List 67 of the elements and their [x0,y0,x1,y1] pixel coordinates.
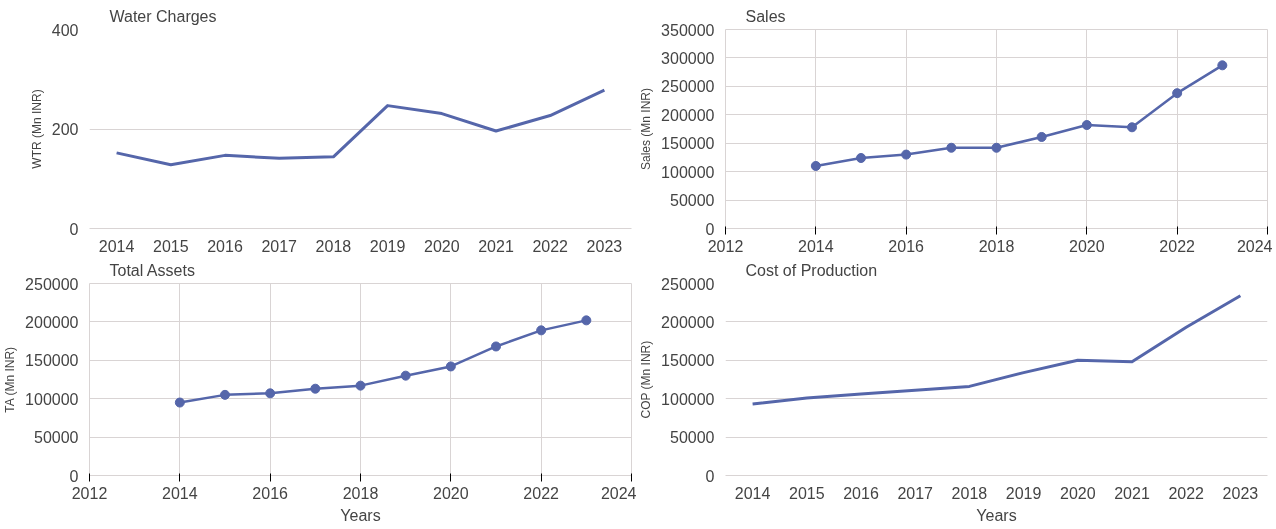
y-tick-label: 150000 [661,352,715,370]
x-tick-label: 2014 [162,484,198,502]
chart-title: Total Assets [109,261,195,279]
x-tick-label: 2015 [153,237,189,255]
y-tick-label: 300000 [661,49,715,67]
y-tick-label: 250000 [661,78,715,96]
chart-title: Sales [745,7,786,25]
x-tick-label: 2020 [1060,484,1096,502]
x-tick-label: 2016 [207,237,243,255]
y-tick-label: 250000 [661,275,715,293]
x-tick-label: 2022 [523,484,560,502]
y-axis-title: COP (Mn INR) [639,340,654,419]
y-tick-label: 0 [69,467,79,485]
x-tick-label: 2012 [707,237,744,255]
x-tick-label: 2021 [1114,484,1150,502]
x-tick-label: 2024 [1236,237,1273,255]
x-tick-label: 2023 [586,237,623,255]
y-axis-title: Sales (Mn INR) [639,87,654,171]
x-tick-label: 2019 [369,237,406,255]
x-tick-label: 2022 [1168,484,1205,502]
chart-title: Cost of Production [745,261,878,279]
x-axis-title: Years [340,506,381,524]
y-tick-label: 200000 [661,106,715,124]
y-tick-label: 400 [51,21,79,39]
x-tick-label: 2014 [734,484,771,502]
y-tick-label: 150000 [661,135,715,153]
x-tick-label: 2020 [433,484,469,502]
x-tick-label: 2016 [888,237,925,255]
x-tick-label: 2017 [897,484,934,502]
y-tick-label: 200000 [661,313,715,331]
x-tick-label: 2018 [315,237,352,255]
x-tick-label: 2016 [252,484,289,502]
y-tick-label: 100000 [661,163,715,181]
y-tick-label: 350000 [661,21,715,39]
y-tick-label: 50000 [34,429,79,447]
y-tick-label: 50000 [670,429,715,447]
x-tick-label: 2012 [71,484,108,502]
x-tick-label: 2018 [342,484,379,502]
y-tick-label: 250000 [25,275,79,293]
x-tick-label: 2022 [1159,237,1196,255]
x-tick-label: 2017 [261,237,298,255]
y-axis-title: TA (Mn INR) [3,346,18,413]
y-tick-label: 200000 [25,313,79,331]
x-tick-label: 2018 [951,484,988,502]
x-tick-label: 2016 [843,484,879,502]
y-tick-label: 50000 [670,192,715,210]
y-tick-label: 200 [51,121,79,138]
x-tick-label: 2021 [478,237,514,255]
x-tick-label: 2019 [1005,484,1042,502]
chart-title: Water Charges [109,7,217,25]
y-tick-label: 150000 [25,352,79,370]
x-tick-label: 2014 [798,237,834,255]
x-tick-label: 2018 [978,237,1015,255]
y-tick-label: 100000 [25,390,79,408]
x-tick-label: 2020 [1069,237,1105,255]
x-tick-label: 2022 [532,237,569,255]
x-tick-label: 2015 [789,484,825,502]
y-tick-label: 0 [705,220,715,238]
x-tick-label: 2023 [1222,484,1259,502]
y-tick-label: 100000 [661,390,715,408]
y-tick-label: 0 [705,467,715,485]
x-axis-title: Years [976,506,1017,524]
y-axis-title: WTR (Mn INR) [29,89,44,169]
x-tick-label: 2014 [98,237,135,255]
x-tick-label: 2024 [600,484,637,502]
y-tick-label: 0 [69,220,79,238]
x-tick-label: 2020 [424,237,460,255]
